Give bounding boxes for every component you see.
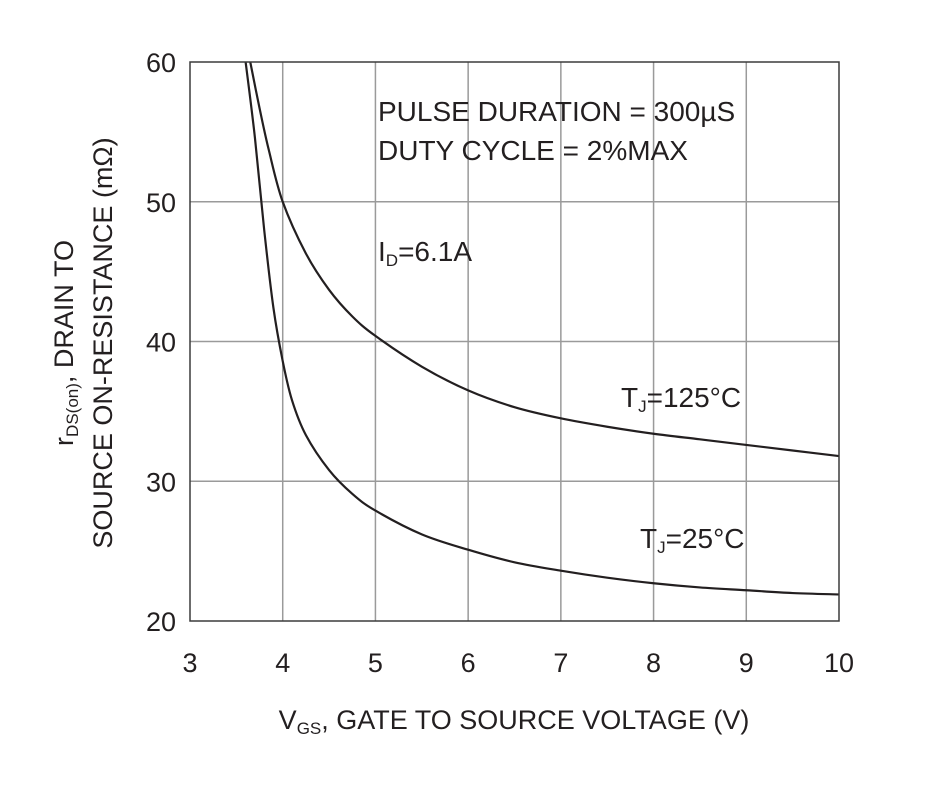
x-axis-title-rest: , GATE TO SOURCE VOLTAGE (V): [321, 705, 749, 735]
x-tick-label: 5: [368, 648, 383, 678]
y-tick-label: 50: [146, 188, 176, 218]
x-tick-label: 8: [646, 648, 661, 678]
y-axis-title-line1-sub: DS(on): [63, 383, 82, 437]
series-label-125c-main: T: [621, 382, 638, 413]
annotation-drain-current-sub: D: [386, 251, 398, 270]
annotation-duty-cycle: DUTY CYCLE = 2%MAX: [378, 135, 688, 166]
annotation-drain-current-rest: =6.1A: [398, 236, 472, 267]
series-line-125c: [249, 61, 840, 458]
x-axis-title: VGS, GATE TO SOURCE VOLTAGE (V): [279, 705, 750, 738]
series-label-25c-main: T: [640, 523, 657, 554]
y-axis-title-line1-rest: , DRAIN TO: [49, 240, 79, 383]
series-line-25c: [244, 61, 840, 596]
y-tick-label: 20: [146, 607, 176, 637]
x-axis-title-sub: GS: [297, 719, 322, 738]
series-label-25c: TJ=25°C: [640, 523, 745, 557]
series-label-125c: TJ=125°C: [621, 382, 741, 416]
x-tick-label: 10: [824, 648, 854, 678]
grid: [190, 62, 839, 621]
x-tick-label: 4: [275, 648, 290, 678]
tick-labels: 3 4 5 6 7 8 9 10 20 30 40 50 60: [146, 48, 854, 678]
x-tick-label: 3: [182, 648, 197, 678]
y-tick-label: 40: [146, 328, 176, 358]
y-axis-title: rDS(on), DRAIN TO SOURCE ON-RESISTANCE (…: [49, 137, 118, 548]
series-label-125c-sub: J: [638, 397, 647, 416]
x-axis-title-main: V: [279, 705, 297, 735]
annotation-pulse-duration: PULSE DURATION = 300µS: [378, 96, 735, 127]
y-tick-label: 30: [146, 467, 176, 497]
y-axis-title-line1: rDS(on), DRAIN TO: [49, 240, 82, 446]
annotation-drain-current: ID=6.1A: [378, 236, 472, 270]
series-lines: [244, 61, 840, 596]
series-label-25c-sub: J: [657, 538, 666, 557]
series-label-25c-rest: =25°C: [666, 523, 745, 554]
annotation-drain-current-main: I: [378, 236, 386, 267]
series-label-125c-rest: =125°C: [647, 382, 742, 413]
x-tick-label: 9: [739, 648, 754, 678]
x-tick-label: 6: [461, 648, 476, 678]
y-tick-label: 60: [146, 48, 176, 78]
plot-frame: [189, 61, 840, 622]
y-axis-title-line1-main: r: [49, 437, 79, 446]
x-tick-label: 7: [553, 648, 568, 678]
y-axis-title-line2: SOURCE ON-RESISTANCE (mΩ): [88, 137, 118, 548]
